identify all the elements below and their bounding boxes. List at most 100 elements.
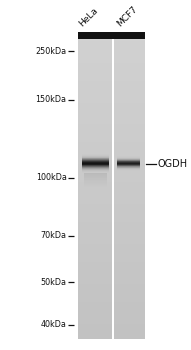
Bar	[74, 69, 153, 72]
Bar	[74, 96, 153, 99]
Bar	[117, 164, 140, 165]
Bar	[117, 156, 140, 157]
Bar	[74, 195, 153, 198]
Bar	[74, 259, 153, 262]
Bar	[74, 296, 153, 299]
Bar	[74, 256, 153, 259]
Bar	[74, 210, 153, 213]
Bar	[74, 121, 153, 124]
Bar	[74, 155, 153, 158]
Bar	[74, 127, 153, 130]
Bar	[74, 60, 153, 63]
Bar	[117, 157, 140, 158]
Bar	[74, 50, 153, 54]
Bar	[78, 32, 112, 39]
Bar	[74, 161, 153, 164]
Bar	[74, 234, 153, 238]
Bar	[82, 165, 109, 166]
Bar	[82, 170, 109, 171]
Bar	[74, 272, 153, 275]
Bar	[74, 167, 153, 170]
Bar	[82, 163, 109, 164]
Text: 250kDa: 250kDa	[36, 47, 67, 56]
Bar	[74, 81, 153, 84]
Bar	[117, 170, 140, 171]
Bar	[74, 32, 78, 339]
Bar	[74, 142, 153, 146]
Bar	[74, 47, 153, 50]
Bar	[74, 133, 153, 136]
Bar	[74, 321, 153, 324]
Bar	[74, 149, 153, 152]
Bar	[74, 118, 153, 121]
Bar	[74, 152, 153, 155]
Bar	[117, 159, 140, 160]
Bar	[74, 225, 153, 229]
Bar	[74, 253, 153, 256]
Bar	[74, 115, 153, 118]
Bar	[74, 287, 153, 290]
Bar	[74, 302, 153, 305]
Bar	[74, 238, 153, 241]
Text: 70kDa: 70kDa	[41, 231, 67, 240]
Bar	[84, 173, 107, 174]
Bar	[117, 167, 140, 168]
Text: 50kDa: 50kDa	[41, 278, 67, 287]
Bar	[74, 284, 153, 287]
Bar	[82, 171, 109, 172]
Bar	[74, 333, 153, 336]
Bar	[84, 186, 107, 187]
Bar	[74, 176, 153, 179]
Bar	[74, 305, 153, 308]
Bar	[74, 262, 153, 265]
Bar	[117, 162, 140, 163]
Bar	[112, 32, 114, 339]
Bar	[82, 155, 109, 156]
Bar	[82, 169, 109, 170]
Bar	[82, 154, 109, 155]
Bar	[84, 183, 107, 184]
Text: 150kDa: 150kDa	[36, 95, 67, 104]
Bar	[117, 163, 140, 164]
Bar	[74, 204, 153, 207]
Bar	[82, 166, 109, 167]
Bar	[74, 244, 153, 247]
Bar	[74, 247, 153, 250]
Bar	[117, 169, 140, 170]
Bar	[74, 336, 153, 339]
Bar	[82, 168, 109, 169]
Bar	[74, 222, 153, 225]
Bar	[74, 146, 153, 149]
Bar	[74, 179, 153, 182]
Bar	[74, 35, 153, 38]
Bar	[74, 84, 153, 87]
Bar	[74, 250, 153, 253]
Bar	[74, 290, 153, 293]
Bar	[74, 106, 153, 109]
Bar	[74, 317, 153, 321]
Bar	[82, 156, 109, 157]
Bar	[74, 173, 153, 176]
Bar	[74, 216, 153, 219]
Bar	[74, 308, 153, 312]
Bar	[82, 157, 109, 158]
Bar	[74, 93, 153, 96]
Bar	[74, 164, 153, 167]
Bar	[117, 160, 140, 161]
Bar	[74, 112, 153, 115]
Text: 40kDa: 40kDa	[41, 320, 67, 329]
Bar	[74, 72, 153, 75]
Bar	[74, 265, 153, 268]
Bar	[82, 160, 109, 161]
Bar	[74, 219, 153, 222]
Bar	[74, 281, 153, 284]
Bar	[74, 324, 153, 327]
Bar	[74, 232, 153, 235]
Bar	[111, 32, 145, 39]
Bar	[82, 159, 109, 160]
Bar	[84, 176, 107, 177]
Bar	[82, 158, 109, 159]
Bar	[74, 275, 153, 278]
Bar	[74, 44, 153, 47]
Bar	[84, 180, 107, 181]
